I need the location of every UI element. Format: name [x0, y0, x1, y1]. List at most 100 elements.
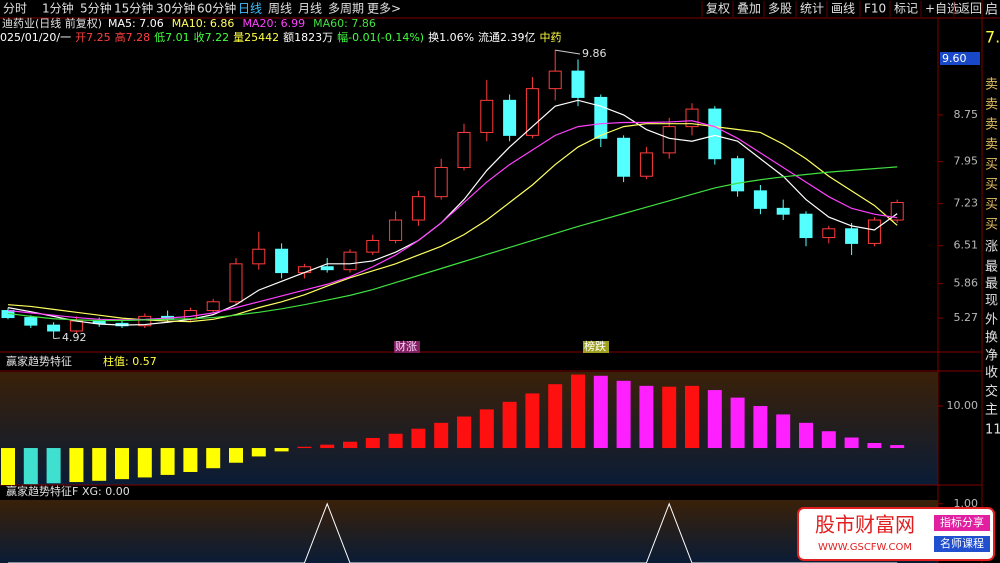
y-tick-label: 8.75: [954, 108, 979, 121]
panel-value: XG: 0.00: [82, 485, 130, 498]
candle-body: [776, 207, 790, 215]
candle-body: [503, 99, 517, 136]
indicator-bar: [502, 401, 517, 449]
side-label: 最: [985, 260, 998, 275]
candle-body: [594, 96, 608, 139]
price-tag: 9.60: [942, 52, 967, 65]
tab[interactable]: 30分钟: [156, 1, 195, 16]
panel-value: 柱值: 0.57: [103, 354, 157, 368]
info-item: 025/01/20/一: [0, 31, 71, 44]
indicator-bar: [160, 448, 175, 475]
side-label: 换: [985, 331, 998, 346]
indicator-bar: [92, 448, 107, 481]
ma-line: [7, 166, 898, 322]
tab[interactable]: 更多>: [367, 2, 401, 16]
indicator-bar: [844, 437, 859, 449]
indicator-bar: [776, 414, 791, 449]
tab[interactable]: 周线: [268, 2, 292, 16]
indicator-bar: [525, 393, 540, 449]
info-item: 量25442: [233, 31, 279, 44]
y-tick-label: 7.95: [954, 155, 979, 168]
candle-body: [320, 266, 334, 271]
candle-body: [457, 131, 471, 168]
candle-body: [571, 70, 585, 98]
indicator-bar: [799, 422, 813, 449]
ma-line: [7, 120, 898, 321]
tab[interactable]: 5分钟: [80, 1, 112, 16]
ma-line: [7, 123, 898, 323]
legend: MA5: 7.06 MA10: 6.86 MA20: 6.99 MA60: 7.86: [108, 17, 376, 30]
indicator-bar: [411, 428, 426, 449]
candle-body: [389, 219, 403, 241]
tab[interactable]: 60分钟: [197, 1, 236, 16]
annotation: 9.86: [582, 47, 607, 60]
toolbar-button[interactable]: 画线: [831, 2, 855, 16]
price-tag-bg: [940, 52, 980, 65]
y-tick-label: 1.00: [954, 497, 979, 510]
tab[interactable]: 1分钟: [42, 1, 74, 16]
candle-body: [525, 88, 539, 136]
toolbar-button[interactable]: 返回: [958, 2, 982, 16]
indicator-bar: [251, 448, 266, 457]
indicator-bar: [639, 385, 654, 449]
tag-bg: [934, 515, 990, 531]
candle-body: [708, 108, 722, 160]
tab[interactable]: 月线: [298, 2, 322, 16]
y-tick-label: 10.00: [947, 399, 979, 412]
side-label: 卖: [985, 118, 998, 133]
toolbar-button[interactable]: 多股: [768, 2, 792, 16]
info-item: 幅-0.01(-0.14%): [337, 31, 424, 44]
indicator-bar: [457, 416, 471, 449]
candle-body: [69, 320, 83, 332]
side-label: 卖: [985, 138, 998, 153]
candle-body: [662, 126, 676, 154]
info-item: 中药: [540, 31, 562, 44]
indicator-bar: [229, 448, 243, 463]
toolbar-button[interactable]: 统计: [800, 2, 824, 16]
annotation-line: [53, 337, 61, 340]
candle-body: [867, 219, 881, 244]
info-item: 流通2.39亿: [478, 30, 536, 44]
tab[interactable]: 日线: [238, 2, 262, 16]
candle-body: [639, 152, 653, 177]
side-label: 收: [985, 366, 998, 381]
chart-title: 迪药业(日线 前复权): [2, 16, 102, 30]
side-label: 外: [985, 313, 998, 328]
indicator-bar: [548, 384, 563, 449]
indicator-bar: [730, 397, 745, 449]
indicator-bar: [23, 448, 38, 485]
candle-body: [434, 166, 448, 198]
indicator-bar: [183, 448, 198, 472]
annotation: 财涨: [395, 339, 417, 353]
watermark-tag: 指标分享: [940, 515, 984, 529]
toolbar-button[interactable]: 标记: [894, 2, 918, 16]
tab[interactable]: 15分钟: [114, 1, 153, 16]
info-item: 收7.22: [194, 30, 230, 44]
toolbar-button[interactable]: 叠加: [737, 2, 761, 16]
info-item: 高7.28: [115, 30, 151, 44]
watermark-tag: 名师课程: [940, 536, 984, 550]
legend-entry: MA10: 6.86: [172, 17, 235, 30]
candle-body: [252, 248, 266, 265]
side-label: 买: [985, 198, 998, 213]
side-label: 涨: [985, 240, 998, 255]
legend-entry: MA20: 6.99: [242, 17, 305, 30]
indicator-bar: [867, 442, 882, 449]
toolbar-button[interactable]: +自选: [925, 2, 959, 16]
candle-body: [229, 263, 243, 303]
indicator-bar: [707, 390, 722, 449]
candle-body: [47, 324, 61, 332]
tab[interactable]: 分时: [3, 2, 27, 16]
toolbar-button[interactable]: 复权: [706, 2, 730, 16]
toolbar-button[interactable]: F10: [864, 2, 886, 16]
side-label: 7.: [985, 28, 1000, 47]
y-tick-label: 5.27: [954, 311, 979, 324]
y-tick-label: 5.86: [954, 277, 979, 290]
candle-body: [275, 248, 289, 274]
side-label: 买: [985, 158, 998, 173]
tab[interactable]: 多周期: [328, 2, 364, 16]
candle-body: [206, 301, 220, 312]
annotation: 4.92: [62, 331, 87, 344]
